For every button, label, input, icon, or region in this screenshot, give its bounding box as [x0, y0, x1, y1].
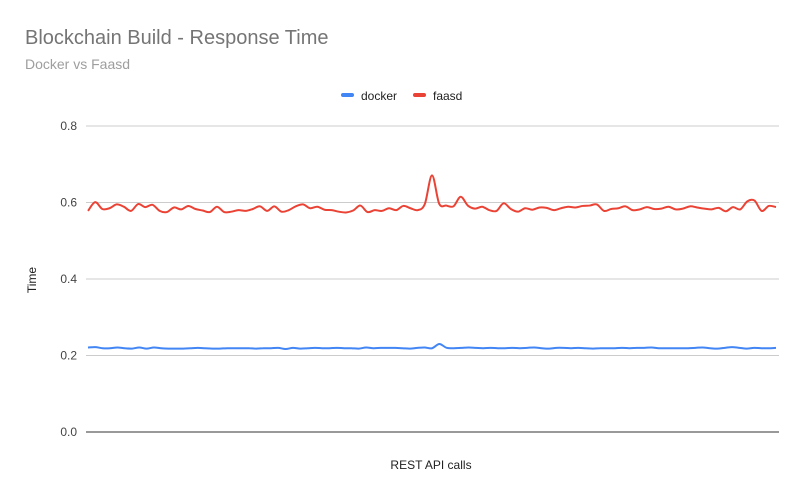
y-axis-title: Time [25, 267, 39, 294]
chart-title: Blockchain Build - Response Time [25, 27, 328, 49]
chart-subtitle: Docker vs Faasd [25, 56, 130, 72]
legend-swatch-faasd [413, 93, 426, 97]
legend-swatch-docker [341, 93, 354, 97]
legend-item-faasd[interactable]: faasd [413, 89, 462, 103]
y-tick-label: 0.6 [60, 196, 77, 210]
series-layer [87, 174, 777, 350]
legend: docker faasd [341, 89, 462, 103]
legend-item-docker[interactable]: docker [341, 89, 397, 103]
series-line-faasd[interactable] [87, 174, 777, 214]
series-line-docker[interactable] [87, 343, 777, 350]
y-axis-ticks: 0.0 0.2 0.4 0.6 0.8 [60, 119, 77, 439]
gridlines [86, 125, 779, 356]
y-tick-label: 0.8 [60, 119, 77, 133]
y-tick-label: 0.4 [60, 272, 77, 286]
x-axis-title: REST API calls [390, 458, 471, 472]
y-tick-label: 0.0 [60, 425, 77, 439]
legend-label-faasd: faasd [433, 89, 462, 103]
legend-label-docker: docker [361, 89, 397, 103]
y-tick-label: 0.2 [60, 349, 77, 363]
